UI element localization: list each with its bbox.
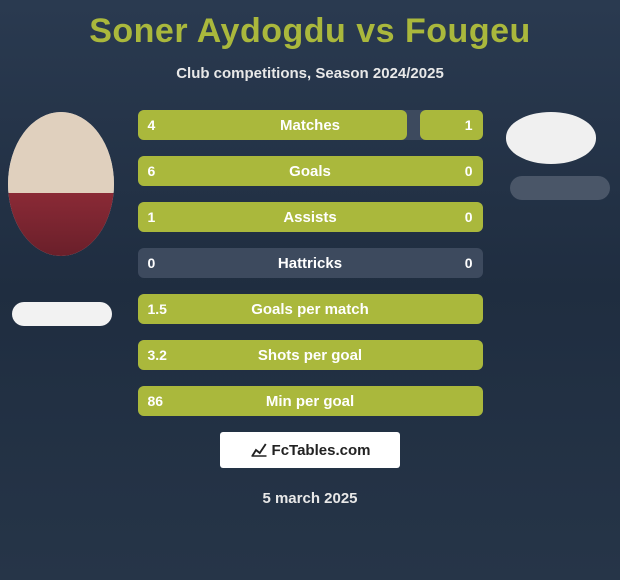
avatar-face — [8, 112, 114, 193]
stat-bars: 41Matches 60Goals 10Assists 00Hattricks 1.5G… — [138, 110, 483, 416]
stat-label: Assists — [138, 202, 483, 232]
stat-label: Min per goal — [138, 386, 483, 416]
stat-label: Matches — [138, 110, 483, 140]
logo-text: FcTables.com — [272, 442, 371, 459]
stat-label: Goals — [138, 156, 483, 186]
stat-label: Goals per match — [138, 294, 483, 324]
subtitle: Club competitions, Season 2024/2025 — [0, 65, 620, 82]
chart-icon — [250, 441, 268, 459]
player-right-avatar — [506, 112, 596, 164]
stat-row: 1.5Goals per match — [138, 294, 483, 324]
player-right-team-pill — [510, 176, 610, 200]
stat-label: Shots per goal — [138, 340, 483, 370]
avatar-shirt — [8, 193, 114, 256]
comparison-area: 41Matches 60Goals 10Assists 00Hattricks 1.5G… — [0, 110, 620, 416]
stat-label: Hattricks — [138, 248, 483, 278]
stat-row: 10Assists — [138, 202, 483, 232]
stat-row: 00Hattricks — [138, 248, 483, 278]
player-left-block — [8, 112, 114, 326]
player-left-avatar — [8, 112, 114, 256]
footer-date: 5 march 2025 — [0, 490, 620, 507]
stat-row: 60Goals — [138, 156, 483, 186]
player-right-block — [506, 112, 610, 200]
player-left-team-pill — [12, 302, 112, 326]
stat-row: 3.2Shots per goal — [138, 340, 483, 370]
stat-row: 41Matches — [138, 110, 483, 140]
page-title: Soner Aydogdu vs Fougeu — [0, 0, 620, 51]
fctables-logo[interactable]: FcTables.com — [220, 432, 400, 468]
stat-row: 86Min per goal — [138, 386, 483, 416]
